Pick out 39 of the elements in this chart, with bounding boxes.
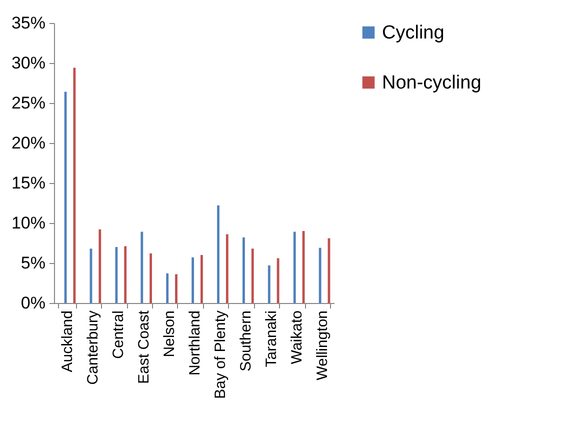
bar	[226, 234, 228, 303]
bar	[175, 274, 178, 303]
bar	[192, 257, 194, 303]
x-tick-label: Northland	[186, 310, 204, 376]
bar	[217, 205, 220, 303]
x-tick-label: Waikato	[288, 310, 306, 364]
x-tick-label: East Coast	[136, 310, 153, 384]
y-tick-label: 0%	[20, 294, 46, 312]
bar	[276, 258, 280, 303]
x-tick-label: Nelson	[161, 310, 178, 358]
bar	[166, 273, 169, 303]
bar	[251, 248, 254, 303]
y-tick-label: 25%	[11, 94, 46, 112]
y-tick-label: 10%	[11, 214, 46, 232]
legend-label: Non-cycling	[382, 72, 482, 94]
x-tick-label: Central	[110, 310, 128, 359]
y-tick-label: 5%	[20, 254, 46, 272]
y-tick-label: 20%	[11, 134, 46, 152]
bar	[318, 248, 322, 303]
y-tick-label: 30%	[11, 54, 46, 72]
x-tick-label: Southern	[237, 310, 254, 372]
bar	[140, 232, 144, 303]
bar	[293, 232, 296, 303]
bar	[124, 246, 127, 303]
bar	[98, 229, 102, 303]
x-tick-label: Taranaki	[262, 310, 280, 368]
x-tick-label: Canterbury	[84, 310, 102, 385]
bar	[242, 237, 245, 303]
y-tick-label: 15%	[11, 174, 46, 192]
bar	[115, 247, 118, 303]
x-tick-label: Auckland	[59, 310, 76, 372]
y-tick-label: 35%	[11, 14, 46, 32]
legend-label: Cycling	[382, 22, 444, 44]
bar	[150, 253, 152, 303]
bar	[200, 255, 203, 303]
x-tick-label: Wellington	[314, 310, 331, 380]
bar	[268, 265, 270, 303]
x-tick-label: Bay of Plenty	[212, 310, 229, 399]
bar	[73, 68, 76, 303]
